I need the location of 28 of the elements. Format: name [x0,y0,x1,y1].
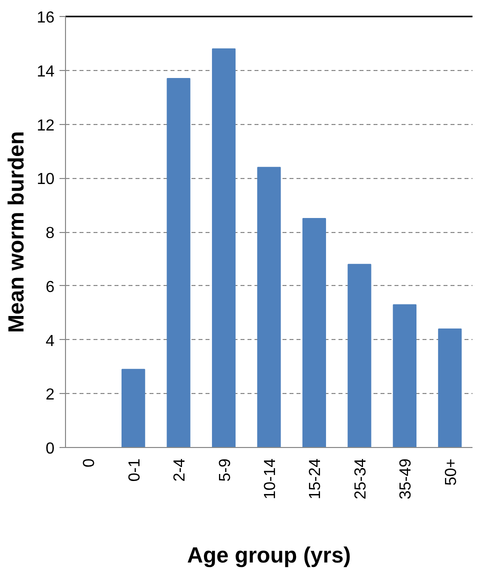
x-tick-label: 0 [81,458,98,468]
x-tick-label: 0-1 [126,458,144,482]
x-axis-title: Age group (yrs) [187,542,351,568]
x-tick-label: 15-24 [307,458,324,500]
y-tick-label: 12 [36,117,55,134]
y-tick-label: 2 [46,386,55,404]
bar [348,264,372,448]
x-tick-label: 10-14 [262,458,279,500]
bar [302,218,326,448]
y-tick-label: 14 [36,63,55,80]
x-tick-label: 2-4 [172,458,189,482]
y-axis-title: Mean worm burden [4,131,29,333]
bar [166,78,190,448]
y-tick-label: 8 [46,225,55,242]
bar [257,166,281,448]
bar [122,368,146,448]
x-tick-label: 25-34 [352,458,370,500]
x-tick-label: 50+ [442,458,460,486]
y-tick-label: 4 [46,332,55,350]
bar [212,48,236,448]
bar [438,328,462,448]
x-tick-label: 5-9 [216,458,234,482]
x-tick-label: 35-49 [398,458,415,500]
bar [392,304,416,448]
y-tick-label: 6 [46,278,55,296]
y-tick-label: 10 [36,171,55,188]
y-tick-label: 16 [36,10,55,26]
y-tick-label: 0 [46,440,55,458]
